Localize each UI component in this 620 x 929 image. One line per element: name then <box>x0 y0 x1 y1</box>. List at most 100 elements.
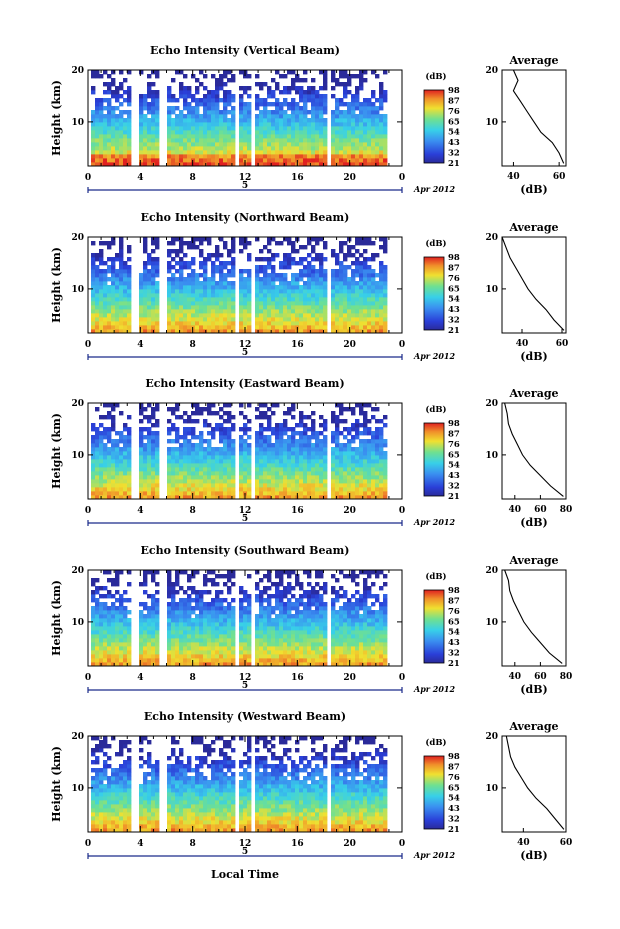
heatmap-cell <box>299 158 304 163</box>
heatmap-cell <box>279 606 284 611</box>
heatmap-cell <box>127 265 132 270</box>
heatmap-cell <box>143 662 148 667</box>
heatmap-cell <box>275 142 280 147</box>
heatmap-cell <box>119 261 124 266</box>
heatmap-cell <box>283 130 288 135</box>
heatmap-cell <box>99 435 104 440</box>
heatmap-cell <box>355 495 360 500</box>
heatmap-cell <box>203 662 208 667</box>
heatmap-cell <box>351 102 356 107</box>
heatmap-cell <box>195 642 200 647</box>
heatmap-cell <box>363 467 368 472</box>
heatmap-cell <box>359 158 364 163</box>
heatmap-cell <box>199 241 204 246</box>
heatmap-cell <box>331 285 336 290</box>
heatmap-cell <box>263 403 268 408</box>
heatmap-cell <box>267 578 272 583</box>
heatmap-cell <box>211 467 216 472</box>
heatmap-cell <box>155 475 160 480</box>
heatmap-cell <box>299 305 304 310</box>
heatmap-cell <box>319 475 324 480</box>
heatmap-cell <box>307 487 312 492</box>
heatmap-cell <box>303 281 308 286</box>
heatmap-cell <box>91 439 96 444</box>
heatmap-cell <box>355 74 360 79</box>
heatmap-cell <box>287 495 292 500</box>
colorbar-tick-label: 87 <box>448 263 460 273</box>
heatmap-cell <box>167 277 172 282</box>
heatmap-cell <box>127 329 132 334</box>
heatmap-cell <box>171 285 176 290</box>
heatmap-cell <box>143 479 148 484</box>
heatmap-cell <box>95 642 100 647</box>
heatmap-cell <box>263 106 268 111</box>
colorbar-tick-label: 98 <box>448 86 460 96</box>
heatmap-cell <box>383 154 388 159</box>
heatmap-cell <box>207 325 212 330</box>
heatmap-cell <box>335 162 340 167</box>
heatmap-cell <box>287 70 292 75</box>
heatmap-cell <box>315 257 320 262</box>
heatmap-cell <box>123 309 128 314</box>
heatmap-cell <box>115 479 120 484</box>
heatmap-cell <box>379 309 384 314</box>
heatmap-cell <box>155 471 160 476</box>
heatmap-cell <box>267 459 272 464</box>
heatmap-cell <box>331 94 336 99</box>
heatmap-cell <box>239 317 244 322</box>
heatmap-cell <box>179 487 184 492</box>
heatmap-cell <box>219 150 224 155</box>
heatmap-cell <box>183 451 188 456</box>
heatmap-cell <box>151 126 156 131</box>
heatmap-cell <box>319 325 324 330</box>
heatmap-cell <box>299 411 304 416</box>
heatmap-cell <box>211 305 216 310</box>
heatmap-cell <box>227 98 232 103</box>
heatmap-cell <box>231 134 236 139</box>
heatmap-cell <box>335 317 340 322</box>
heatmap-cell <box>91 459 96 464</box>
heatmap-cell <box>279 313 284 318</box>
heatmap-cell <box>275 146 280 151</box>
heatmap-cell <box>115 273 120 278</box>
heatmap-cell <box>323 285 328 290</box>
heatmap-cell <box>347 467 352 472</box>
heatmap-cell <box>383 265 388 270</box>
heatmap-cell <box>299 463 304 468</box>
heatmap-cell <box>311 297 316 302</box>
heatmap-cell <box>123 261 128 266</box>
heatmap-cell <box>291 305 296 310</box>
heatmap-cell <box>155 110 160 115</box>
heatmap-cell <box>223 150 228 155</box>
heatmap-cell <box>351 98 356 103</box>
heatmap-cell <box>155 423 160 428</box>
heatmap-cell <box>315 435 320 440</box>
heatmap-cell <box>323 118 328 123</box>
y-axis-label: Height (km) <box>50 247 63 323</box>
heatmap-cell <box>279 467 284 472</box>
heatmap-cell <box>99 257 104 262</box>
heatmap-cell <box>203 407 208 412</box>
heatmap-cell <box>111 94 116 99</box>
heatmap-cell <box>95 638 100 643</box>
heatmap-cell <box>259 447 264 452</box>
heatmap-cell <box>343 90 348 95</box>
heatmap-cell <box>139 301 144 306</box>
heatmap-cell <box>375 463 380 468</box>
heatmap-cell <box>383 150 388 155</box>
heatmap-cell <box>287 150 292 155</box>
heatmap-cell <box>127 487 132 492</box>
heatmap-cell <box>171 614 176 619</box>
heatmap-cell <box>319 277 324 282</box>
heatmap-cell <box>267 321 272 326</box>
heatmap-cell <box>167 630 172 635</box>
heatmap-cell <box>207 467 212 472</box>
heatmap-cell <box>335 142 340 147</box>
heatmap-cell <box>231 483 236 488</box>
heatmap-cell <box>351 491 356 496</box>
heatmap-cell <box>187 475 192 480</box>
heatmap-cell <box>231 479 236 484</box>
heatmap-cell <box>255 475 260 480</box>
heatmap-cell <box>299 483 304 488</box>
heatmap-cell <box>179 249 184 254</box>
